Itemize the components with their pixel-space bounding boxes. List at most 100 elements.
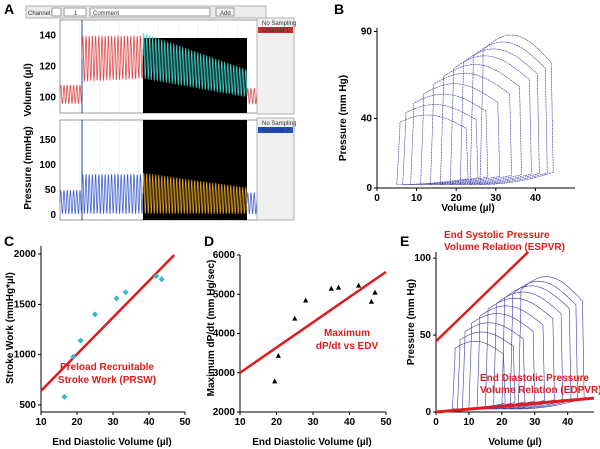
c-annotation-line-2: Stroke Work (PRSW) (58, 375, 156, 386)
b-pv-loop (449, 55, 532, 185)
c-ytick-label: 2000 (14, 249, 37, 260)
e-pv-loop (493, 291, 563, 410)
a-volume-series-occlusion (142, 32, 248, 97)
panel-letter-c: C (4, 233, 14, 249)
c-data-point (158, 276, 165, 283)
a-volume-ytick-label: 120 (39, 62, 56, 73)
c-xtick-label: 50 (179, 417, 191, 428)
e-ylabel: Pressure (mm Hg) (406, 279, 417, 365)
b-ytick-label: 40 (361, 113, 373, 124)
b-pv-loop (402, 104, 479, 185)
b-pv-loop (396, 114, 469, 185)
panel-letter-e: E (400, 233, 409, 249)
e-edpvr-line-2: Volume Relation (EDPVR) (480, 385, 600, 396)
a-volume-series-pre (81, 35, 144, 82)
add-button-label: Add (220, 11, 231, 17)
channel-list-bottom-selected[interactable] (258, 127, 293, 133)
a-volume-series-recovery (246, 87, 258, 106)
channel-list-top-selected[interactable] (258, 27, 293, 33)
d-data-point (372, 289, 378, 295)
e-espvr-line (435, 251, 530, 343)
e-pv-loops: 0 10 20 30 40 0 50 100 (414, 251, 595, 428)
a-pressure-ytick-label: 0 (50, 210, 56, 221)
panel-a: A Channel: 1 Comment Add Volume (µl) Pre… (4, 1, 296, 221)
panel-d: D Maximum dP/dt (mm Hg/sec) End Diastoli… (204, 233, 392, 448)
b-xtick-label: 30 (490, 193, 502, 204)
d-data-point (272, 378, 278, 384)
d-fit-line (239, 270, 387, 374)
add-comment-button[interactable] (215, 7, 235, 17)
d-data-point (335, 284, 342, 290)
channel-spin-icon[interactable] (51, 7, 62, 17)
d-annotation-line-1: Maximum (324, 328, 370, 339)
d-dpdt-scatter: 10 20 30 40 50 2000 3000 4000 5000 6000 (213, 250, 392, 428)
comment-input[interactable] (89, 7, 211, 17)
b-pv-loop (479, 34, 554, 185)
a-volume-ytick-label: 100 (39, 93, 56, 104)
a-pressure-ytick-label: 150 (39, 135, 56, 146)
d-ytick-label: 4000 (213, 329, 236, 340)
comment-placeholder: Comment (93, 11, 119, 17)
b-xtick-label: 10 (411, 193, 423, 204)
a-volume-ytick-label: 140 (39, 31, 56, 42)
d-ytick-label: 2000 (213, 407, 236, 418)
d-xtick-label: 50 (380, 417, 392, 428)
channel-list-bottom-item-2[interactable]: Channel 2 (262, 128, 290, 134)
b-pv-loops: 0 10 20 30 40 0 40 90 (361, 26, 575, 204)
channel-label: Channel: (28, 11, 52, 17)
d-data-point (275, 352, 281, 358)
c-data-point (61, 393, 68, 400)
a-volume-trace: 100 120 140 (39, 19, 258, 114)
e-edpvr-line-1: End Diastolic Pressure (480, 373, 589, 384)
b-xtick-label: 40 (530, 193, 542, 204)
a-pressure-ytick-label: 100 (39, 160, 56, 171)
a-volume-ylabel: Volume (µl) (23, 63, 34, 116)
d-xtick-label: 20 (271, 417, 283, 428)
d-annotation-line-2: dP/dt vs EDV (316, 341, 379, 352)
c-data-point (113, 295, 120, 302)
d-data-point (292, 315, 298, 321)
e-xtick-label: 20 (496, 417, 508, 428)
e-xtick-label: 30 (529, 417, 541, 428)
d-ytick-label: 5000 (213, 289, 236, 300)
b-pv-loop (420, 83, 501, 185)
d-ytick-label: 6000 (213, 250, 236, 261)
a-pressure-trace: 0 50 100 150 (39, 119, 258, 221)
e-xtick-label: 10 (463, 417, 475, 428)
panel-letter-d: D (204, 233, 214, 249)
c-data-point (153, 273, 160, 280)
d-data-point (356, 282, 362, 288)
channel-input[interactable] (63, 7, 87, 17)
b-xtick-label: 0 (374, 193, 380, 204)
channel-list-top-item-2[interactable]: Channel 1 (262, 28, 290, 34)
b-ytick-label: 90 (361, 26, 373, 37)
e-espvr-line-2: Volume Relation (ESPVR) (444, 242, 565, 253)
e-pv-loop (501, 285, 572, 410)
d-data-point (328, 285, 334, 291)
b-ylabel: Pressure (mm Hg) (338, 75, 349, 161)
b-xtick-label: 20 (451, 193, 463, 204)
e-xtick-label: 40 (562, 417, 574, 428)
c-ytick-label: 1500 (14, 299, 37, 310)
c-xlabel: End Diastolic Volume (µl) (52, 437, 171, 448)
channel-list-bottom-item-1[interactable]: No Sampling (262, 121, 296, 127)
d-data-point (368, 298, 374, 304)
a-volume-series-baseline (59, 84, 83, 105)
e-xtick-label: 0 (433, 417, 439, 428)
panel-letter-a: A (4, 1, 14, 17)
d-data-point (303, 297, 309, 303)
c-xtick-label: 20 (71, 417, 83, 428)
c-data-point (70, 353, 77, 360)
channel-list-top (256, 17, 295, 115)
c-xtick-label: 30 (107, 417, 119, 428)
d-xlabel: End Diastolic Volume (µl) (252, 437, 371, 448)
b-pv-loop (430, 72, 512, 185)
b-pv-loop (459, 48, 540, 185)
panel-e: E Pressure (mm Hg) Volume (µl) 0 10 20 30 40… (400, 230, 600, 448)
channel-value: 1 (74, 11, 78, 17)
channel-list-top-item-1[interactable]: No Sampling (262, 21, 296, 27)
a-pressure-ylabel: Pressure (mmHg) (23, 126, 34, 209)
e-ytick-label: 50 (420, 330, 432, 341)
b-ytick-label: 0 (366, 183, 372, 194)
c-xtick-label: 10 (35, 417, 47, 428)
